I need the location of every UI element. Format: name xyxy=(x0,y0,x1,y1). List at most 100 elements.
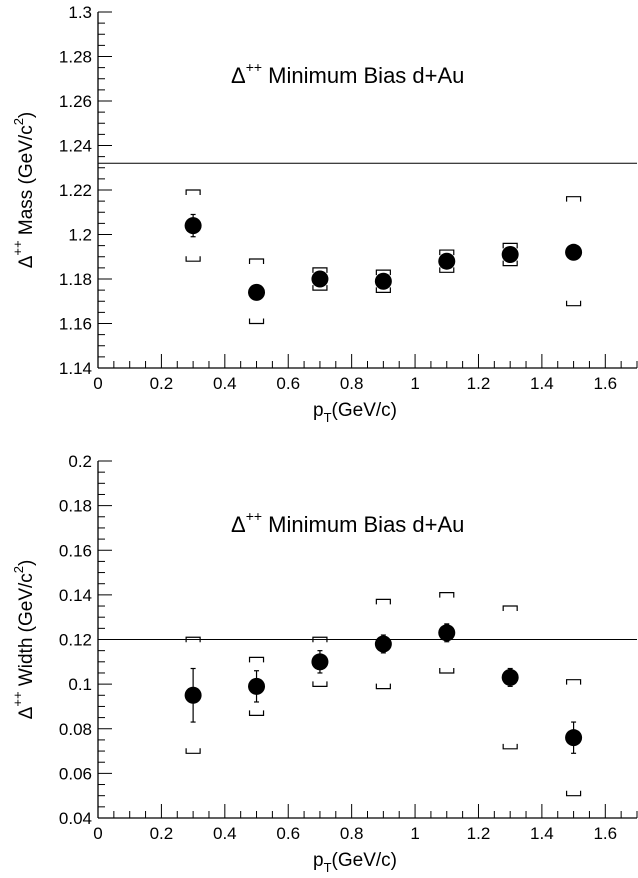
mass-data-point xyxy=(184,189,202,262)
width-sys-lower-bracket xyxy=(502,743,518,750)
width-y-tick-label: 0.04 xyxy=(59,809,92,828)
mass-sys-upper-bracket xyxy=(565,196,582,202)
mass-sys-upper-bracket xyxy=(185,189,201,195)
width-data-point xyxy=(438,592,456,674)
mass-y-tick-label: 1.22 xyxy=(59,181,92,200)
width-sys-lower-bracket xyxy=(565,790,582,797)
mass-xlabel-subscript: T xyxy=(324,410,332,425)
mass-sys-lower-bracket xyxy=(312,285,328,291)
mass-y-tick-label: 1.14 xyxy=(59,359,92,378)
mass-x-axis-label: pT(GeV/c) xyxy=(313,400,397,425)
mass-data-point xyxy=(311,267,329,291)
mass-data-point xyxy=(565,196,583,307)
width-x-tick-label: 1 xyxy=(410,824,419,843)
width-panel: 0 0.2 0.4 0.6 0.8 1 1.2 1.4 1.6 0.04 0.06 0.08 0.1 0.… xyxy=(10,452,638,875)
width-y-tick-label: 0.14 xyxy=(59,586,92,605)
width-x-axis-label: pT(GeV/c) xyxy=(313,850,397,875)
mass-title-superscript: ++ xyxy=(246,59,262,75)
mass-title-text: Minimum Bias d+Au xyxy=(262,63,464,88)
mass-title-symbol: Δ xyxy=(231,63,246,88)
width-sys-lower-bracket xyxy=(185,748,201,754)
mass-sys-lower-bracket xyxy=(375,287,391,293)
width-ylabel-close: ) xyxy=(16,560,37,566)
mass-y-tick-label: 1.28 xyxy=(59,48,92,67)
width-y-tick-label: 0.06 xyxy=(59,764,92,783)
mass-ylabel-unit-superscript: 2 xyxy=(11,118,26,125)
width-data-point xyxy=(311,636,329,687)
mass-ylabel-symbol: Δ xyxy=(16,255,37,268)
width-title-superscript: ++ xyxy=(246,508,262,524)
width-marker xyxy=(311,653,329,671)
mass-marker xyxy=(311,270,329,288)
mass-y-tick-label: 1.26 xyxy=(59,92,92,111)
mass-x-tick-label: 1 xyxy=(410,374,419,393)
mass-data-point xyxy=(248,258,266,325)
width-y-axis-label: Δ++ Width (GeV/c2) xyxy=(10,560,37,720)
width-xlabel-unit: (GeV/c) xyxy=(332,850,397,871)
mass-data-point xyxy=(374,269,392,293)
mass-marker xyxy=(374,272,392,290)
width-sys-upper-bracket xyxy=(565,679,582,685)
mass-y-axis-label: Δ++ Mass (GeV/c2) xyxy=(10,112,37,269)
mass-x-tick-label: 0.4 xyxy=(213,374,237,393)
width-sys-upper-bracket xyxy=(375,598,391,605)
width-ylabel-unit-superscript: 2 xyxy=(11,566,26,573)
width-sys-upper-bracket xyxy=(185,636,201,643)
mass-marker xyxy=(501,246,519,264)
mass-marker xyxy=(248,283,266,301)
width-y-tick-label: 0.2 xyxy=(68,452,92,471)
mass-ylabel-close: ) xyxy=(16,112,37,118)
width-data-point xyxy=(184,636,202,754)
width-data-point xyxy=(374,598,392,690)
width-y-tick-label: 0.12 xyxy=(59,631,92,650)
mass-y-tick-label: 1.18 xyxy=(59,270,92,289)
width-sys-upper-bracket xyxy=(312,636,328,643)
width-x-tick-label: 0.8 xyxy=(340,824,364,843)
width-x-tick-label: 0.4 xyxy=(213,824,237,843)
width-y-tick-label: 0.1 xyxy=(68,675,92,694)
width-y-tick-label: 0.16 xyxy=(59,541,92,560)
mass-xlabel-unit: (GeV/c) xyxy=(332,400,397,421)
mass-sys-upper-bracket xyxy=(312,267,328,273)
mass-x-tick-label: 0.6 xyxy=(276,374,300,393)
width-ylabel-text: Width (GeV/c xyxy=(16,573,37,691)
mass-y-tick-label: 1.3 xyxy=(68,3,92,22)
width-data-point xyxy=(248,656,266,716)
mass-sys-upper-bracket xyxy=(439,249,455,256)
mass-data-point xyxy=(438,249,456,273)
mass-x-tick-label: 0.8 xyxy=(340,374,364,393)
mass-sys-lower-bracket xyxy=(248,318,265,325)
width-data-point xyxy=(501,605,519,750)
width-title-text: Minimum Bias d+Au xyxy=(262,512,464,537)
mass-chart-title: Δ++ Minimum Bias d+Au xyxy=(231,59,464,88)
width-x-tick-label: 0.2 xyxy=(150,824,174,843)
width-x-tick-label: 1.2 xyxy=(467,824,491,843)
mass-sys-lower-bracket xyxy=(185,256,201,262)
width-sys-upper-bracket xyxy=(439,592,455,598)
width-y-tick-label: 0.08 xyxy=(59,720,92,739)
width-xlabel-main: p xyxy=(313,850,324,871)
mass-y-tick-label: 1.24 xyxy=(59,137,92,156)
mass-marker xyxy=(565,243,583,261)
mass-x-tick-label: 0 xyxy=(93,374,102,393)
mass-sys-lower-bracket xyxy=(439,267,455,273)
width-sys-lower-bracket xyxy=(248,710,265,716)
width-title-symbol: Δ xyxy=(231,512,246,537)
width-sys-lower-bracket xyxy=(375,683,391,690)
width-marker xyxy=(248,677,266,695)
width-y-tick-label: 0.18 xyxy=(59,497,92,516)
mass-sys-lower-bracket xyxy=(565,300,582,307)
width-sys-lower-bracket xyxy=(439,667,455,674)
mass-x-tick-label: 1.6 xyxy=(593,374,617,393)
width-x-tick-label: 0 xyxy=(93,824,102,843)
width-ylabel-symbol: Δ xyxy=(16,706,37,719)
width-marker xyxy=(184,686,202,704)
mass-sys-upper-bracket xyxy=(502,242,518,249)
width-x-tick-label: 1.4 xyxy=(530,824,554,843)
mass-panel: 0 0.2 0.4 0.6 0.8 1 1.2 1.4 1.6 1.14 1.16 1.18 1.2 1.… xyxy=(10,3,638,425)
mass-data-point xyxy=(501,242,519,267)
mass-sys-lower-bracket xyxy=(502,260,518,267)
mass-xlabel-main: p xyxy=(313,400,324,421)
width-data-point xyxy=(565,679,583,797)
